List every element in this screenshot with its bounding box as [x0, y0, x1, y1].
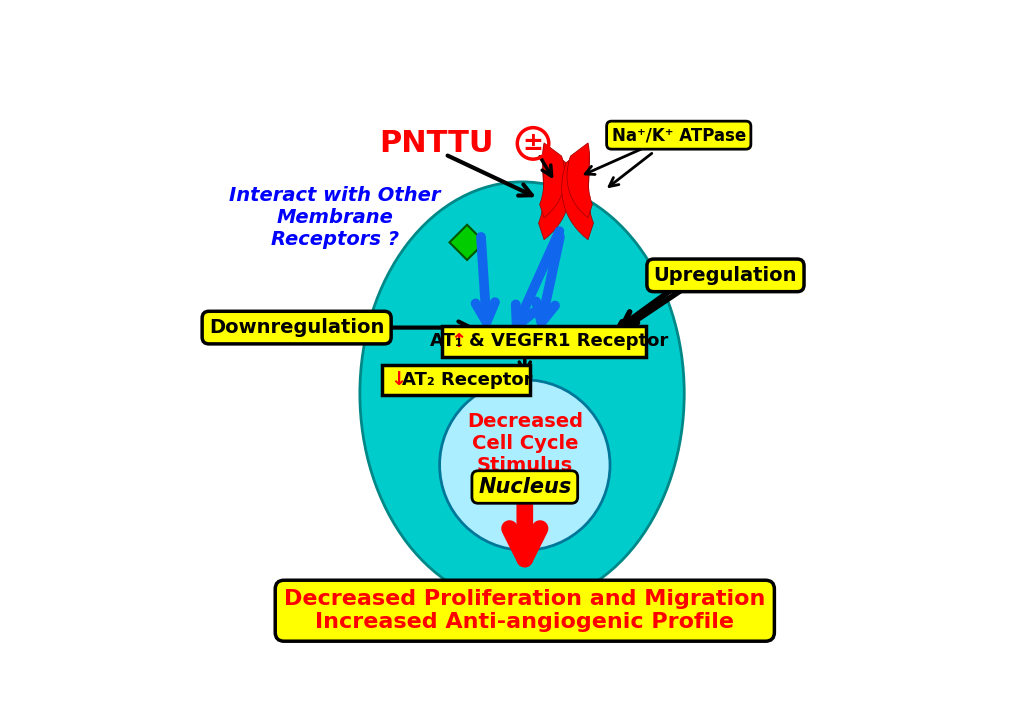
- Text: ±: ±: [522, 131, 544, 156]
- PathPatch shape: [567, 143, 593, 218]
- Text: Upregulation: Upregulation: [653, 266, 798, 285]
- Text: Downregulation: Downregulation: [209, 318, 384, 337]
- Text: Decreased Proliferation and Migration
Increased Anti-angiogenic Profile: Decreased Proliferation and Migration In…: [284, 589, 766, 633]
- Text: Interact with Other
Membrane
Receptors ?: Interact with Other Membrane Receptors ?: [229, 186, 441, 249]
- FancyBboxPatch shape: [442, 326, 646, 357]
- Polygon shape: [450, 225, 484, 260]
- Text: AT₁ & VEGFR1 Receptor: AT₁ & VEGFR1 Receptor: [430, 332, 669, 351]
- Text: Decreased
Cell Cycle
Stimulus: Decreased Cell Cycle Stimulus: [467, 411, 583, 475]
- Text: ↓: ↓: [390, 371, 407, 389]
- Text: PNTTU: PNTTU: [380, 129, 495, 158]
- FancyBboxPatch shape: [382, 365, 530, 395]
- PathPatch shape: [539, 146, 570, 240]
- Text: AT₂ Receptor: AT₂ Receptor: [401, 371, 532, 389]
- Ellipse shape: [439, 380, 610, 550]
- Ellipse shape: [359, 182, 684, 605]
- Text: ↑: ↑: [451, 332, 467, 351]
- Text: Nucleus: Nucleus: [478, 477, 571, 497]
- Text: Na⁺/K⁺ ATPase: Na⁺/K⁺ ATPase: [611, 126, 745, 144]
- PathPatch shape: [540, 143, 565, 218]
- PathPatch shape: [562, 146, 594, 240]
